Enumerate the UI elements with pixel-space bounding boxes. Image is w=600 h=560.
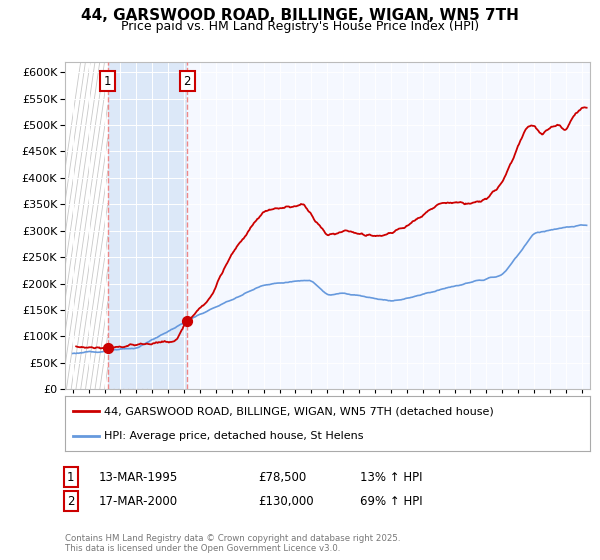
Text: Contains HM Land Registry data © Crown copyright and database right 2025.
This d: Contains HM Land Registry data © Crown c… bbox=[65, 534, 400, 553]
Point bbox=[182, 316, 192, 325]
Text: 44, GARSWOOD ROAD, BILLINGE, WIGAN, WN5 7TH (detached house): 44, GARSWOOD ROAD, BILLINGE, WIGAN, WN5 … bbox=[104, 407, 494, 416]
Point bbox=[103, 343, 113, 352]
Text: 1: 1 bbox=[67, 470, 74, 484]
Text: 13% ↑ HPI: 13% ↑ HPI bbox=[360, 470, 422, 484]
Bar bbox=[108, 62, 187, 389]
Text: 44, GARSWOOD ROAD, BILLINGE, WIGAN, WN5 7TH: 44, GARSWOOD ROAD, BILLINGE, WIGAN, WN5 … bbox=[81, 8, 519, 24]
Text: £78,500: £78,500 bbox=[258, 470, 306, 484]
Text: HPI: Average price, detached house, St Helens: HPI: Average price, detached house, St H… bbox=[104, 431, 364, 441]
Text: 69% ↑ HPI: 69% ↑ HPI bbox=[360, 494, 422, 508]
Bar bbox=[65, 62, 108, 389]
Text: £130,000: £130,000 bbox=[258, 494, 314, 508]
Text: 1: 1 bbox=[104, 74, 112, 88]
Text: 13-MAR-1995: 13-MAR-1995 bbox=[99, 470, 178, 484]
Text: 17-MAR-2000: 17-MAR-2000 bbox=[99, 494, 178, 508]
Text: 2: 2 bbox=[184, 74, 191, 88]
Text: 2: 2 bbox=[67, 494, 74, 508]
Text: Price paid vs. HM Land Registry's House Price Index (HPI): Price paid vs. HM Land Registry's House … bbox=[121, 20, 479, 32]
